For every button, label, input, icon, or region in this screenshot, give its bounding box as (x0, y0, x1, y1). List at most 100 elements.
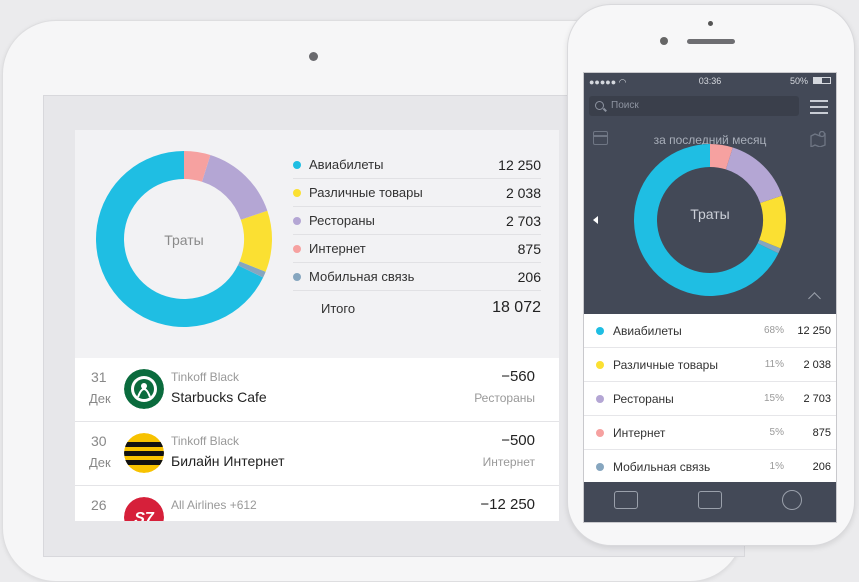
ruble-transfer-icon[interactable] (782, 490, 802, 510)
category-label: Рестораны (613, 392, 674, 406)
transaction-merchant: Билайн Интернет (171, 453, 285, 469)
back-arrow-icon[interactable] (593, 216, 598, 224)
category-row[interactable]: Рестораны 15% 2 703 (584, 382, 836, 416)
transaction-month: Дек (89, 455, 111, 470)
phone-category-list: Авиабилеты 68% 12 250 Различные товары 1… (584, 314, 836, 484)
donut-center-label: Траты (690, 206, 730, 222)
tab-bar (584, 482, 836, 522)
transaction-amount: −12 250 (480, 496, 535, 513)
transaction-merchant: Starbucks Cafe (171, 389, 267, 405)
legend-label: Интернет (309, 241, 366, 256)
total-value: 18 072 (492, 299, 541, 316)
donut-slice-0[interactable] (96, 151, 264, 327)
spending-legend: Авиабилеты 12 250 Различные товары 2 038… (293, 151, 541, 325)
donut-slice-4[interactable] (757, 239, 781, 254)
battery-percent: 50% (789, 76, 808, 86)
transaction-row[interactable]: 26 S7 All Airlines +612 −12 250 (75, 486, 559, 521)
category-value: 206 (812, 461, 831, 473)
category-color-dot (596, 361, 604, 369)
status-bar: ●●●●● ◠ 03:36 50% (584, 73, 836, 89)
transaction-day: 26 (91, 497, 107, 513)
legend-row[interactable]: Различные товары 2 038 (293, 179, 541, 207)
transaction-category: Интернет (482, 455, 535, 469)
beeline-logo (124, 433, 164, 473)
category-color-dot (596, 395, 604, 403)
signal-icon: ●●●●● ◠ (589, 77, 627, 87)
legend-value: 2 703 (505, 212, 541, 229)
legend-row[interactable]: Авиабилеты 12 250 (293, 151, 541, 179)
category-row[interactable]: Мобильная связь 1% 206 (584, 450, 836, 484)
legend-row[interactable]: Мобильная связь 206 (293, 263, 541, 291)
spending-donut-chart: Траты (96, 151, 272, 327)
category-percent: 68% (763, 325, 784, 336)
search-icon (595, 101, 604, 110)
category-color-dot (596, 429, 604, 437)
map-icon[interactable] (810, 131, 826, 147)
total-label: Итого (321, 300, 356, 316)
legend-label: Мобильная связь (309, 269, 415, 284)
list-icon[interactable] (698, 491, 722, 509)
category-value: 2 038 (803, 359, 831, 371)
camera-icon (660, 37, 668, 45)
category-row[interactable]: Различные товары 11% 2 038 (584, 348, 836, 382)
phone-screen: ●●●●● ◠ 03:36 50% Поиск за последний мес… (583, 72, 837, 523)
donut-slice-3[interactable] (710, 144, 733, 170)
legend-color-dot (293, 272, 301, 281)
legend-label: Авиабилеты (309, 157, 384, 172)
transaction-category: Рестораны (474, 391, 535, 405)
phone-header: ●●●●● ◠ 03:36 50% Поиск за последний мес… (584, 73, 836, 314)
legend-color-dot (293, 244, 301, 253)
category-percent: 15% (763, 393, 784, 404)
donut-slice-3[interactable] (184, 151, 211, 182)
category-label: Интернет (613, 426, 666, 440)
transaction-card: All Airlines +612 (171, 498, 257, 512)
svg-text:S7: S7 (134, 510, 155, 521)
transaction-day: 31 (91, 369, 107, 385)
camera-icon (309, 52, 318, 61)
legend-color-dot (293, 216, 301, 225)
category-value: 875 (812, 427, 831, 439)
tablet-app: Траты Авиабилеты 12 250 Различные товары… (75, 130, 559, 521)
donut-slice-1[interactable] (239, 210, 272, 272)
category-row[interactable]: Авиабилеты 68% 12 250 (584, 314, 836, 348)
category-percent: 11% (764, 359, 784, 370)
legend-label: Рестораны (309, 213, 375, 228)
total-row: Итого 18 072 (293, 291, 541, 325)
phone-spending-donut-chart: Траты (634, 144, 786, 296)
status-time: 03:36 (698, 76, 722, 86)
donut-slice-0[interactable] (634, 144, 779, 296)
transaction-day: 30 (91, 433, 107, 449)
legend-color-dot (293, 160, 301, 169)
collapse-chevron-icon[interactable] (808, 292, 821, 305)
battery-icon (813, 77, 831, 84)
speaker-grille (687, 39, 735, 44)
legend-value: 12 250 (498, 156, 541, 173)
category-label: Различные товары (613, 358, 718, 372)
donut-slice-1[interactable] (759, 195, 786, 249)
donut-slice-4[interactable] (237, 261, 266, 278)
card-icon[interactable] (614, 491, 638, 509)
category-color-dot (596, 463, 604, 471)
donut-center-label: Траты (164, 232, 204, 248)
category-color-dot (596, 327, 604, 335)
legend-row[interactable]: Рестораны 2 703 (293, 207, 541, 235)
legend-value: 875 (517, 240, 541, 257)
calendar-icon[interactable] (593, 131, 608, 145)
spending-summary: Траты Авиабилеты 12 250 Различные товары… (75, 130, 559, 358)
donut-slice-2[interactable] (201, 155, 268, 220)
legend-label: Различные товары (309, 185, 423, 200)
transaction-card: Tinkoff Black (171, 370, 240, 384)
transaction-card: Tinkoff Black (171, 434, 240, 448)
transaction-month: Дек (89, 391, 111, 406)
transaction-row[interactable]: 30 Дек Tinkoff Black Билайн Интернет −50… (75, 422, 559, 486)
menu-icon[interactable] (810, 100, 828, 118)
transaction-amount: −560 (501, 368, 535, 385)
donut-slice-2[interactable] (725, 147, 782, 203)
category-percent: 1% (769, 461, 784, 472)
search-input[interactable]: Поиск (589, 96, 799, 116)
transaction-row[interactable]: 31 Дек Tinkoff Black Starbucks Cafe −560… (75, 358, 559, 422)
starbucks-logo (124, 369, 164, 409)
category-value: 2 703 (803, 393, 831, 405)
legend-row[interactable]: Интернет 875 (293, 235, 541, 263)
category-row[interactable]: Интернет 5% 875 (584, 416, 836, 450)
